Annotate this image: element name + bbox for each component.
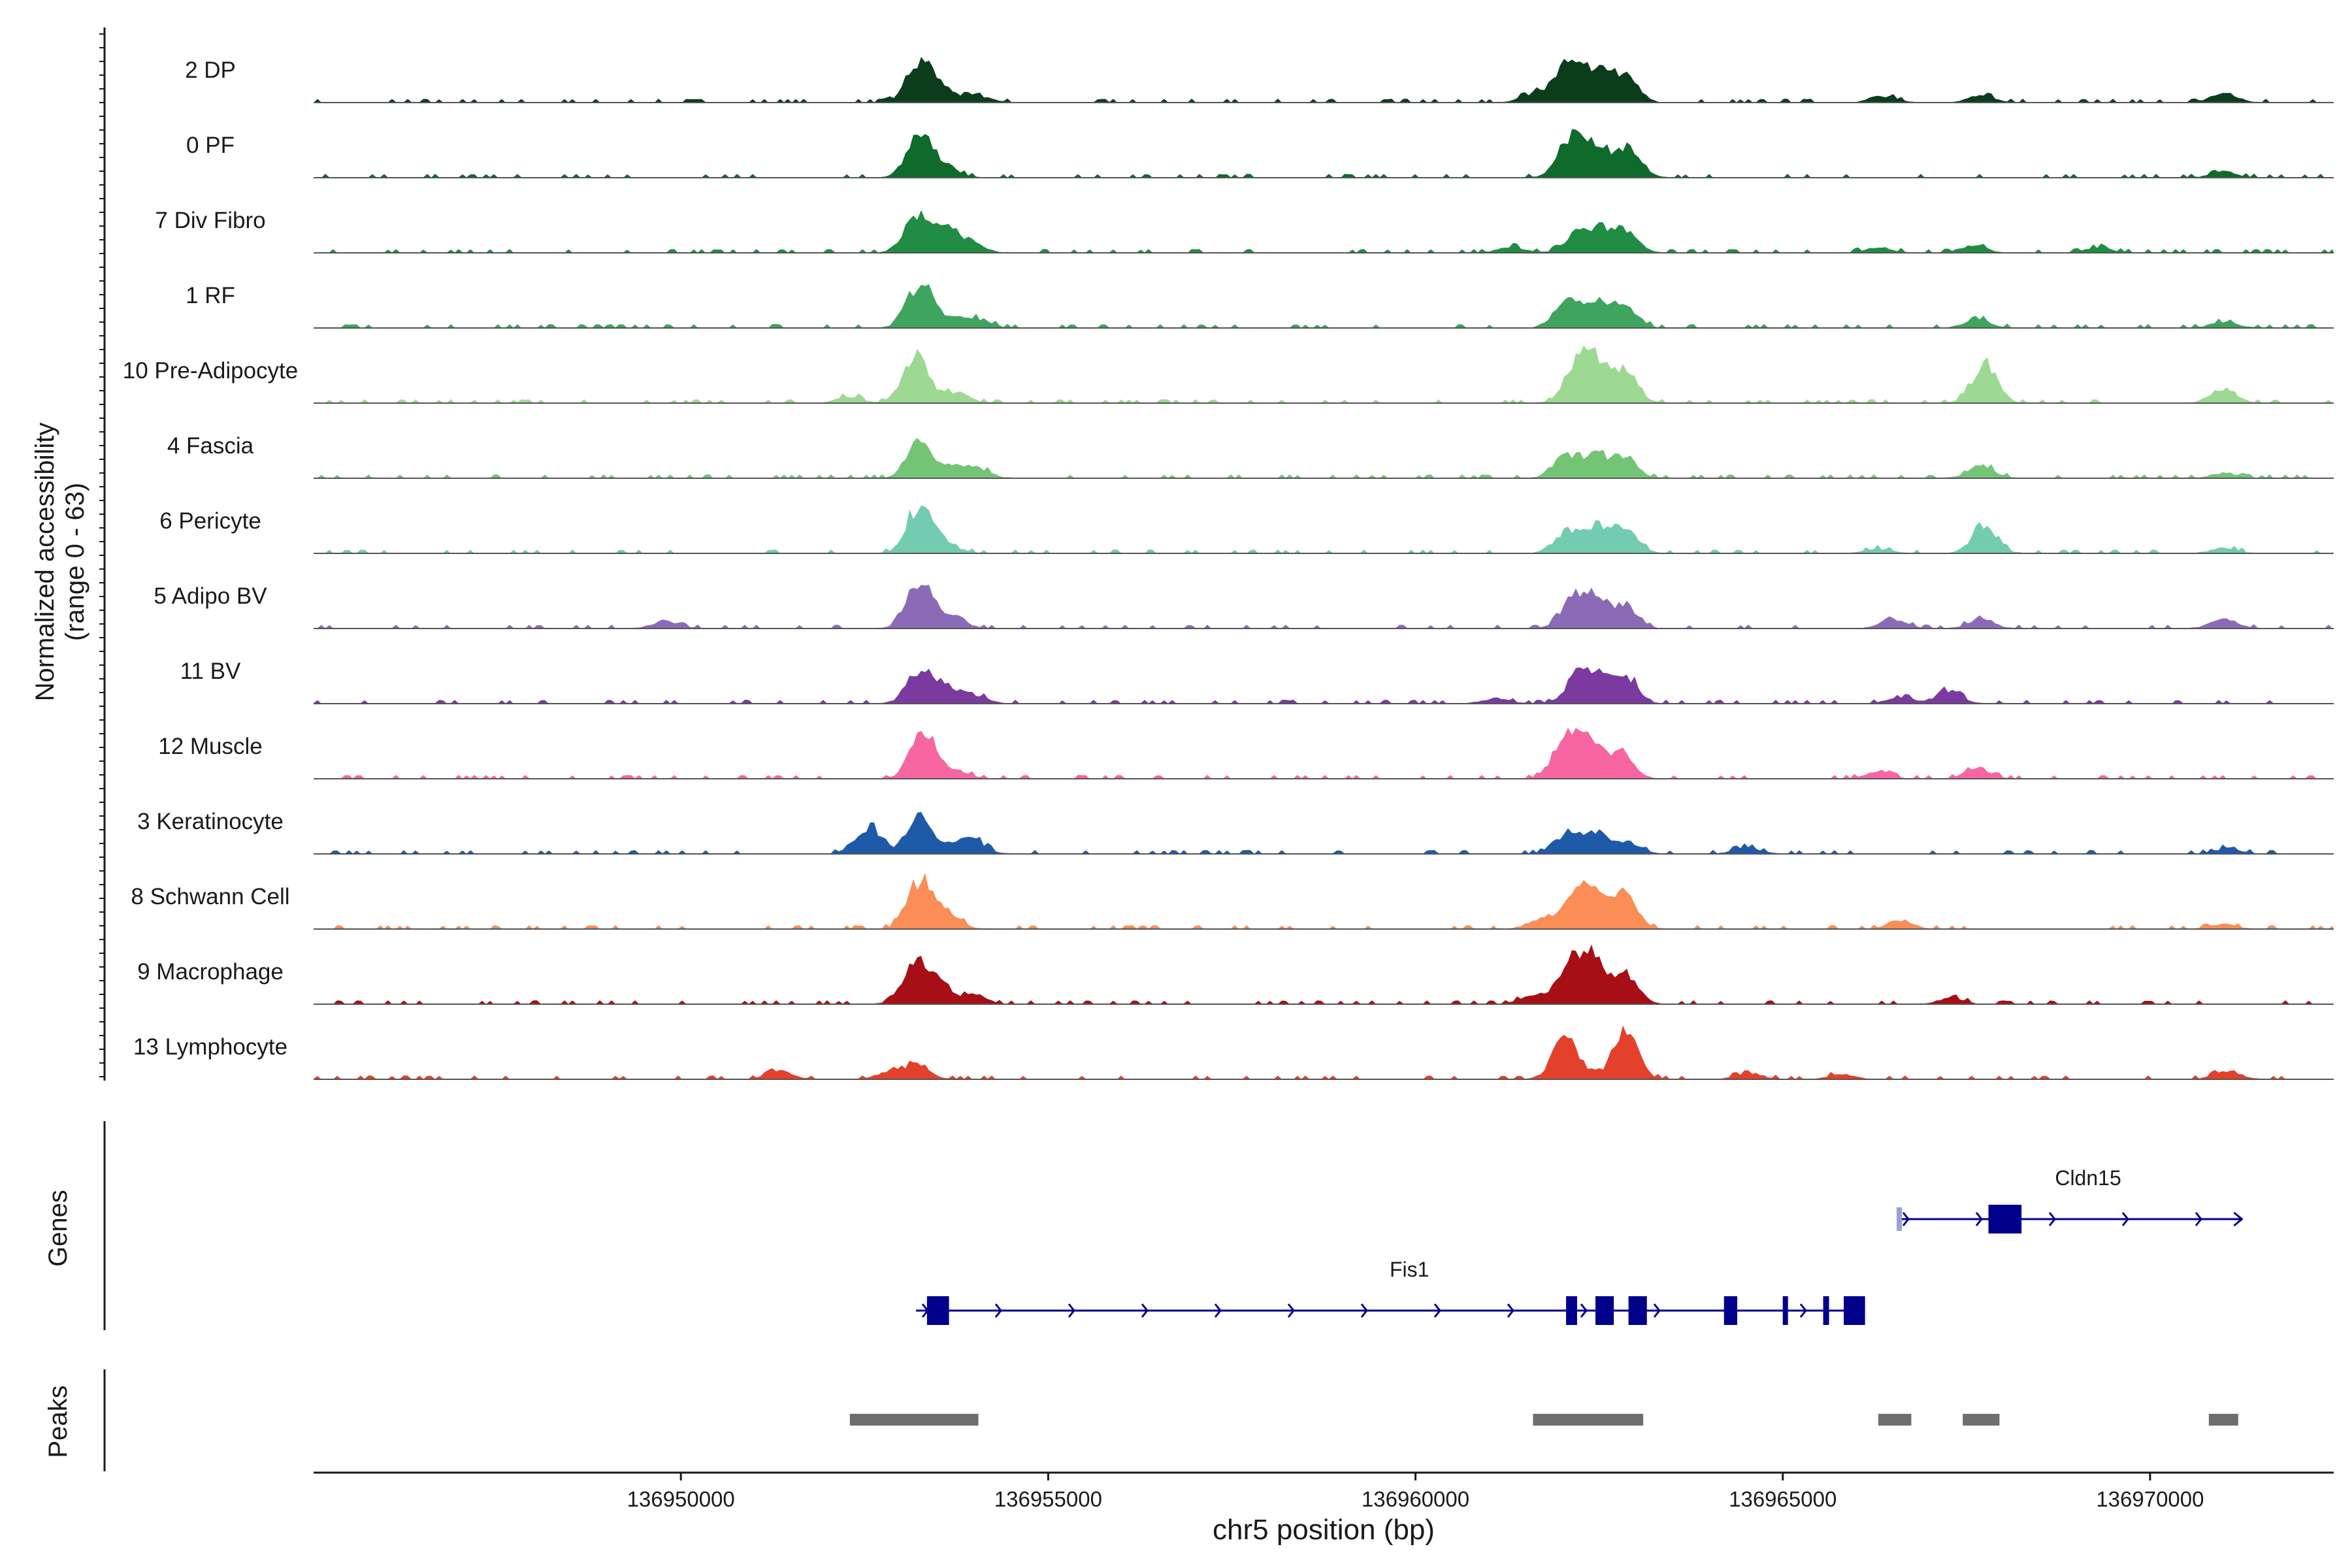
- track-coverage-area: [314, 1025, 2334, 1079]
- strand-arrow: [1214, 1303, 1222, 1318]
- track-coverage-area: [314, 129, 2334, 178]
- track: 13 Lymphocyte: [133, 1025, 2334, 1080]
- gene-exon: [1844, 1296, 1865, 1325]
- x-tick-label: 136955000: [994, 1487, 1102, 1511]
- peak-region: [2208, 1414, 2238, 1426]
- track: 6 Pericyte: [159, 505, 2334, 554]
- gene-exon: [1628, 1296, 1647, 1325]
- track: 4 Fascia: [167, 433, 2334, 479]
- peak-regions: [849, 1414, 2238, 1426]
- track: 0 PF: [186, 129, 2334, 178]
- x-tick-label: 136970000: [2096, 1487, 2204, 1511]
- track-coverage-area: [314, 666, 2334, 704]
- strand-arrow: [1433, 1303, 1441, 1318]
- track: 1 RF: [186, 283, 2334, 329]
- track-coverage-area: [314, 284, 2334, 328]
- track-label: 12 Muscle: [158, 734, 263, 759]
- track-coverage-area: [314, 345, 2334, 403]
- track: 12 Muscle: [158, 727, 2334, 779]
- track: 9 Macrophage: [137, 944, 2334, 1005]
- strand-arrow: [2048, 1212, 2056, 1226]
- strand-arrow: [994, 1303, 1002, 1318]
- strand-arrow: [2195, 1212, 2202, 1226]
- peaks-panel-label: Peaks: [44, 1385, 73, 1458]
- track-label: 6 Pericyte: [159, 508, 261, 534]
- strand-arrow: [1360, 1303, 1368, 1318]
- coverage-tracks: 2 DP 0 PF 7 Div Fibro 1 RF 10 Pre-Adipocyte 4…: [123, 57, 2334, 1080]
- gene-exon: [1988, 1205, 2022, 1233]
- track: 2 DP: [185, 57, 2334, 103]
- gene-exon: [1823, 1296, 1829, 1325]
- track-label: 0 PF: [186, 133, 235, 158]
- strand-arrow: [1580, 1303, 1588, 1318]
- track-label: 4 Fascia: [167, 433, 254, 459]
- peak-region: [1878, 1414, 1912, 1426]
- gene-exon: [1595, 1296, 1614, 1325]
- track: 5 Adipo BV: [154, 583, 2334, 629]
- x-tick-label: 136960000: [1362, 1487, 1469, 1511]
- track-coverage-area: [314, 727, 2334, 779]
- strand-arrow: [1975, 1212, 1983, 1226]
- track: 11 BV: [180, 659, 2334, 704]
- track-label: 10 Pre-Adipocyte: [123, 358, 298, 384]
- peak-region: [1533, 1414, 1644, 1426]
- x-tick-label: 136950000: [627, 1487, 735, 1511]
- track-label: 7 Div Fibro: [155, 208, 265, 233]
- track-coverage-area: [314, 811, 2334, 854]
- strand-arrow: [1068, 1303, 1075, 1318]
- strand-arrow: [1653, 1303, 1661, 1318]
- track-label: 8 Schwann Cell: [131, 884, 289, 909]
- gene-annotations: Cldn15 Fis1: [915, 1166, 2244, 1325]
- track-coverage-area: [314, 210, 2334, 253]
- track-coverage-area: [314, 944, 2334, 1004]
- track-label: 9 Macrophage: [137, 959, 284, 985]
- track-coverage-area: [314, 873, 2334, 929]
- strand-arrow: [1507, 1303, 1514, 1318]
- track-coverage-area: [314, 505, 2334, 553]
- gene-name-label: Fis1: [1390, 1258, 1429, 1281]
- track-coverage-area: [314, 438, 2334, 478]
- gene-cldn15: Cldn15: [1897, 1166, 2244, 1233]
- x-axis-title: chr5 position (bp): [1213, 1514, 1435, 1546]
- track: 8 Schwann Cell: [131, 873, 2334, 930]
- gene-exon: [926, 1296, 949, 1325]
- track: 7 Div Fibro: [155, 208, 2334, 253]
- genes-panel-label: Genes: [44, 1190, 73, 1267]
- track-coverage-area: [314, 585, 2334, 629]
- strand-arrow: [1287, 1303, 1295, 1318]
- track-label: 11 BV: [180, 659, 241, 684]
- strand-arrow: [2121, 1212, 2129, 1226]
- coverage-ylabel: Normalized accessibility (range 0 - 63): [31, 423, 90, 702]
- strand-arrow: [2233, 1211, 2244, 1227]
- strand-arrow: [1902, 1212, 1910, 1226]
- coverage-y-ticks: [99, 33, 105, 1077]
- track-label: 5 Adipo BV: [154, 583, 267, 609]
- strand-arrow: [1141, 1303, 1149, 1318]
- x-tick-label: 136965000: [1729, 1487, 1837, 1511]
- gene-fis1: Fis1: [915, 1258, 1865, 1325]
- gene-name-label: Cldn15: [2055, 1166, 2121, 1190]
- gene-exon: [1897, 1207, 1903, 1231]
- track-label: 2 DP: [185, 57, 236, 83]
- coverage-ylabel-line1: Normalized accessibility: [31, 423, 59, 702]
- track-label: 3 Keratinocyte: [137, 809, 284, 834]
- coverage-ylabel-line2: (range 0 - 63): [61, 483, 90, 641]
- track-coverage-area: [314, 57, 2334, 103]
- peak-region: [849, 1414, 979, 1426]
- gene-exon: [1782, 1296, 1788, 1325]
- track: 3 Keratinocyte: [137, 809, 2334, 855]
- track: 10 Pre-Adipocyte: [123, 345, 2334, 404]
- peak-region: [1963, 1414, 2000, 1426]
- track-label: 1 RF: [186, 283, 235, 308]
- track-label: 13 Lymphocyte: [133, 1034, 287, 1060]
- strand-arrow: [1799, 1303, 1807, 1318]
- gene-exon: [1723, 1296, 1738, 1325]
- gene-exon: [1566, 1296, 1577, 1325]
- x-axis-ticks: 136950000 136955000 136960000 136965000 1369…: [627, 1473, 2204, 1511]
